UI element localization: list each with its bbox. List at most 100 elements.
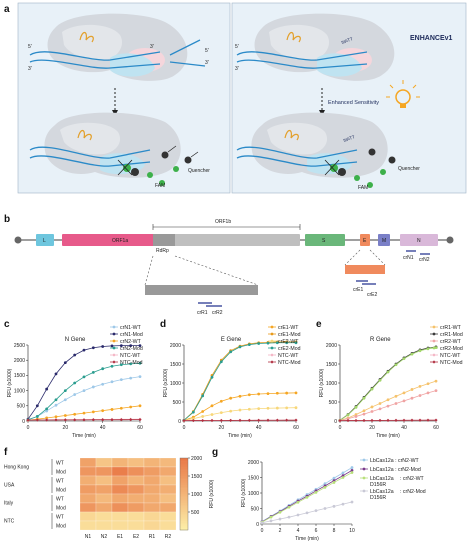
heatmap-cell: [159, 475, 177, 486]
chart-d-ytick-label: 0: [178, 419, 181, 425]
chart-e-point: [402, 357, 406, 361]
colorbar-segment: [180, 468, 188, 471]
chart-e-xtick-label: 40: [401, 425, 407, 431]
chart-d-point: [266, 418, 270, 422]
chart-c-point: [119, 344, 123, 348]
chart-e-gene: 0 500 1000 1500 2000 0 20 40 60 E Gene Time (min) R…: [163, 325, 301, 439]
chart-d-point: [210, 418, 214, 423]
chart-g-ylabel: RFU (x1000): [241, 478, 247, 507]
colorbar-segment: [180, 494, 188, 497]
chart-c-legend-label: crN2-WT: [120, 339, 142, 345]
rdrp-zoom-bar: [145, 285, 258, 295]
chart-c-point: [73, 418, 77, 422]
chart-g-xtick-label: 6: [315, 528, 318, 534]
chart-c-point: [129, 376, 133, 380]
chart-d-point: [275, 406, 279, 410]
chart-c-point: [91, 418, 95, 422]
chart-e-point: [354, 418, 358, 423]
chart-g-legend-label: : crN2-Mod: [400, 489, 426, 495]
heatmap-cell: [127, 520, 145, 531]
chart-g-ytick-label: 2000: [248, 460, 259, 466]
heatmap-cell: [159, 502, 177, 513]
chart-c-point: [35, 404, 39, 408]
chart-g-xtick-label: 8: [333, 528, 336, 534]
cas12a-complex-top-right: tttATT 5' 3': [235, 13, 395, 81]
chart-c-ytick-label: 0: [22, 419, 25, 425]
orf1b-label: ORF1b: [215, 219, 231, 225]
heatmap-cell: [127, 502, 145, 513]
chart-g-point: [296, 500, 300, 504]
heatmap-cell: [143, 502, 161, 513]
chart-g-point: [341, 502, 345, 506]
chart-c-xtick-label: 60: [137, 425, 143, 431]
chart-g-legend-label: D156R: [370, 495, 386, 501]
chart-e-legend-label: NTC-Mod: [440, 360, 463, 366]
chart-e-xtick-label: 20: [369, 425, 375, 431]
chart-g-legend-label: : crN2-WT: [400, 476, 424, 482]
panel-a-label: a: [4, 4, 10, 15]
colorbar-segment: [180, 522, 188, 525]
chart-c-point: [54, 398, 58, 402]
strand-5-label-a1: 5': [28, 44, 32, 50]
chart-g-legend-label: LbCas12a : crN2-Mod: [370, 467, 421, 473]
chart-c-ytick-label: 1500: [14, 373, 25, 379]
chart-c-point: [110, 344, 114, 348]
chart-e-ytick-label: 1000: [326, 381, 337, 387]
chart-c-xlabel: Time (min): [72, 433, 96, 439]
heatmap-cell: [79, 466, 97, 477]
chart-c-title: N Gene: [65, 337, 86, 343]
chart-c-point: [45, 418, 49, 422]
colorbar-segment: [180, 506, 188, 509]
chart-e-point: [386, 404, 390, 408]
chart-c-point: [82, 375, 86, 379]
chart-d-point: [247, 418, 251, 422]
chart-c-point: [119, 378, 123, 382]
chart-d-point: [238, 345, 242, 349]
chart-g-point: [305, 511, 309, 515]
colorbar-segment: [180, 492, 188, 495]
chart-g-legend-label: D156R: [370, 482, 386, 488]
colorbar-segment: [180, 467, 188, 470]
gene-e-label: E: [363, 238, 367, 244]
heatmap-cell: [111, 457, 129, 468]
chart-c-point: [119, 418, 123, 422]
chart-c-legend-marker: [112, 339, 116, 343]
chart-e-point: [362, 418, 366, 423]
heatmap-group-label: USA: [4, 483, 15, 489]
chart-g-point: [314, 490, 318, 494]
chart-c-point: [63, 398, 67, 402]
chart-d-point: [219, 411, 223, 415]
heatmap-col-label: E1: [117, 534, 123, 540]
chart-e-ytick-label: 1500: [326, 362, 337, 368]
chart-c-point: [82, 389, 86, 392]
chart-c-point: [45, 407, 49, 411]
chart-d-legend-marker: [270, 339, 274, 343]
chart-g-point: [278, 517, 282, 521]
chart-e-point: [410, 418, 414, 422]
chart-e-point: [394, 363, 398, 367]
chart-c-legend-label: NTC-WT: [120, 353, 141, 359]
colorbar-segment: [180, 485, 188, 488]
heatmap-row-label: Mod: [56, 524, 66, 530]
chart-d-point: [285, 406, 289, 410]
chart-d-point: [219, 360, 223, 364]
chart-d-point: [247, 343, 251, 347]
chart-r-gene: 0 500 1000 1500 2000 0 20 40 60 R Gene Time (min) R…: [319, 325, 463, 439]
genome-end-cap: [446, 236, 454, 244]
chart-g-ytick-label: 1000: [248, 491, 259, 497]
gene-s-label: S: [322, 238, 326, 244]
colorbar-segment: [180, 513, 188, 516]
colorbar-tick-label: 1000: [191, 492, 202, 498]
chart-c-ytick-label: 2500: [14, 343, 25, 349]
heatmap-cell: [79, 493, 97, 504]
colorbar-segment: [180, 488, 188, 491]
colorbar-segment: [180, 465, 188, 468]
chart-e-point: [362, 396, 366, 400]
chart-c-point: [129, 405, 133, 409]
chart-g-point: [323, 486, 327, 489]
chart-g-legend-label: LbCas12a: [370, 489, 394, 495]
chart-e-point: [386, 370, 390, 374]
panel-c-label: c: [4, 319, 10, 330]
chart-c-point: [110, 364, 114, 368]
chart-d-point: [201, 418, 205, 423]
